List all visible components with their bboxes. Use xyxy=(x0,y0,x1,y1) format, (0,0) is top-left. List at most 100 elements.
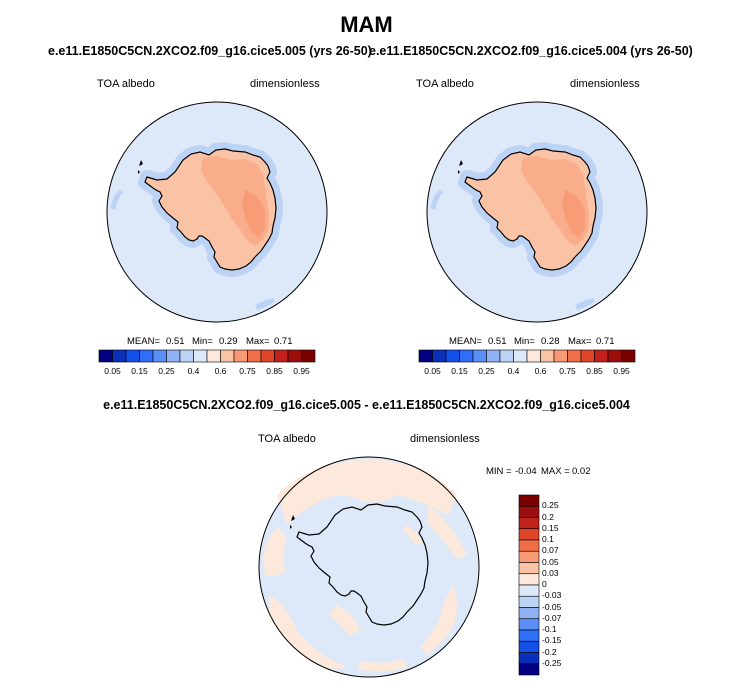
right-min-value: 0.28 xyxy=(541,336,560,347)
diff-coastline xyxy=(296,503,429,626)
right-tick-label-2: 0.25 xyxy=(478,366,495,376)
diff-tick-label-14: -0.25 xyxy=(542,657,562,668)
diff-cbar-box-13 xyxy=(518,640,540,653)
left-min-value: 0.29 xyxy=(219,336,238,347)
diff-tick-label-6: 0.03 xyxy=(542,567,559,578)
left-interior-max-field xyxy=(242,190,265,238)
diff-min-value: -0.04 xyxy=(515,466,537,477)
diff-positive-patch-6 xyxy=(357,659,407,672)
right-cbar-box-13 xyxy=(594,349,609,363)
diff-cbar-box-15 xyxy=(518,663,540,676)
diff-max-label: MAX = xyxy=(541,466,570,477)
right-run-title: e.e11.E1850C5CN.2XCO2.f09_g16.cice5.004 … xyxy=(369,44,693,58)
diff-tick-label-11: -0.1 xyxy=(542,624,557,634)
right-tick-label-1: 0.15 xyxy=(451,366,468,376)
left-tick-label-6: 0.85 xyxy=(266,366,283,376)
left-tick-label-5: 0.75 xyxy=(239,366,256,376)
left-tick-label-0: 0.05 xyxy=(104,366,121,376)
right-cbar-box-11 xyxy=(567,349,582,363)
right-cbar-box-8 xyxy=(526,349,541,363)
right-tick-label-7: 0.95 xyxy=(613,366,630,376)
right-units-label: dimensionless xyxy=(570,78,640,90)
diff-cbar-box-10 xyxy=(518,607,540,620)
left-variable-label: TOA albedo xyxy=(97,78,155,90)
left-tick-label-2: 0.25 xyxy=(158,366,175,376)
diff-cbar-box-12 xyxy=(518,629,540,642)
left-cbar-box-1 xyxy=(112,349,127,363)
season-title: MAM xyxy=(340,12,393,37)
right-cbar-box-1 xyxy=(432,349,447,363)
right-max-label: Max= xyxy=(568,336,592,347)
left-colorbar xyxy=(98,349,316,363)
diff-cbar-box-3 xyxy=(518,528,540,541)
right-max-value: 0.71 xyxy=(596,336,615,347)
left-mean-value: 0.51 xyxy=(166,336,185,347)
left-tick-label-7: 0.95 xyxy=(293,366,310,376)
right-island-marks xyxy=(458,160,463,174)
left-cbar-box-2 xyxy=(125,349,140,363)
diff-cbar-box-7 xyxy=(518,573,540,586)
diff-positive-patch-4 xyxy=(427,505,467,559)
right-tick-label-5: 0.75 xyxy=(559,366,576,376)
diff-tick-label-2: 0.15 xyxy=(542,522,559,533)
right-coastline xyxy=(464,148,597,271)
right-tick-label-6: 0.85 xyxy=(586,366,603,376)
left-cbar-box-9 xyxy=(220,349,235,363)
right-cbar-box-7 xyxy=(513,349,528,363)
diff-variable-label: TOA albedo xyxy=(258,433,316,445)
right-interior-max-field xyxy=(562,190,585,238)
left-cbar-box-10 xyxy=(233,349,248,363)
diff-positive-patch-8 xyxy=(403,525,423,545)
right-cbar-box-3 xyxy=(459,349,474,363)
right-map-border xyxy=(426,101,648,323)
diff-tick-label-10: -0.07 xyxy=(542,612,562,623)
left-cbar-box-12 xyxy=(260,349,275,363)
diff-tick-label-3: 0.1 xyxy=(542,534,554,544)
right-tick-label-4: 0.6 xyxy=(534,366,547,376)
diff-tick-label-5: 0.05 xyxy=(542,556,559,567)
right-colorbar xyxy=(418,349,636,363)
diff-cbar-box-0 xyxy=(518,494,540,507)
diff-cbar-box-5 xyxy=(518,550,540,563)
left-albedo-map xyxy=(106,101,328,323)
difference-albedo-map xyxy=(258,456,480,678)
diff-positive-patch-1 xyxy=(277,459,457,525)
diff-cbar-box-4 xyxy=(518,539,540,552)
diff-tick-label-13: -0.2 xyxy=(542,646,557,657)
right-tick-label-3: 0.4 xyxy=(507,366,520,376)
right-cbar-box-14 xyxy=(607,349,622,363)
diff-negative-field xyxy=(259,457,479,677)
left-cbar-box-13 xyxy=(274,349,289,363)
difference-colorbar xyxy=(518,494,540,676)
right-ice-patch-south xyxy=(575,298,595,310)
diff-tick-label-1: 0.2 xyxy=(542,511,554,522)
left-tick-label-1: 0.15 xyxy=(131,366,148,376)
diff-cbar-box-2 xyxy=(518,517,540,530)
diff-cbar-box-6 xyxy=(518,562,540,575)
right-cbar-box-10 xyxy=(553,349,568,363)
diff-cbar-box-9 xyxy=(518,595,540,608)
left-tick-label-4: 0.6 xyxy=(214,366,227,376)
left-cbar-box-5 xyxy=(166,349,181,363)
left-units-label: dimensionless xyxy=(250,78,320,90)
left-cbar-box-8 xyxy=(206,349,221,363)
right-mean-value: 0.51 xyxy=(488,336,507,347)
diff-tick-label-4: 0.07 xyxy=(542,545,559,556)
left-map-border xyxy=(106,101,328,323)
right-min-label: Min= xyxy=(514,336,535,347)
diff-tick-label-12: -0.15 xyxy=(542,635,562,646)
left-cbar-box-7 xyxy=(193,349,208,363)
left-cbar-box-0 xyxy=(98,349,113,363)
right-cbar-box-0 xyxy=(418,349,433,363)
right-ice-patch-west xyxy=(430,190,443,210)
left-max-label: Max= xyxy=(246,336,270,347)
diff-positive-patch-3 xyxy=(269,595,347,669)
left-coastline xyxy=(144,148,277,271)
diff-island-marks xyxy=(290,515,295,529)
diff-units-label: dimensionless xyxy=(410,433,480,445)
diff-map-border xyxy=(258,456,480,678)
diff-min-label: MIN = xyxy=(486,466,512,477)
left-cbar-box-14 xyxy=(287,349,302,363)
left-island-marks xyxy=(138,160,143,174)
right-cbar-box-2 xyxy=(445,349,460,363)
